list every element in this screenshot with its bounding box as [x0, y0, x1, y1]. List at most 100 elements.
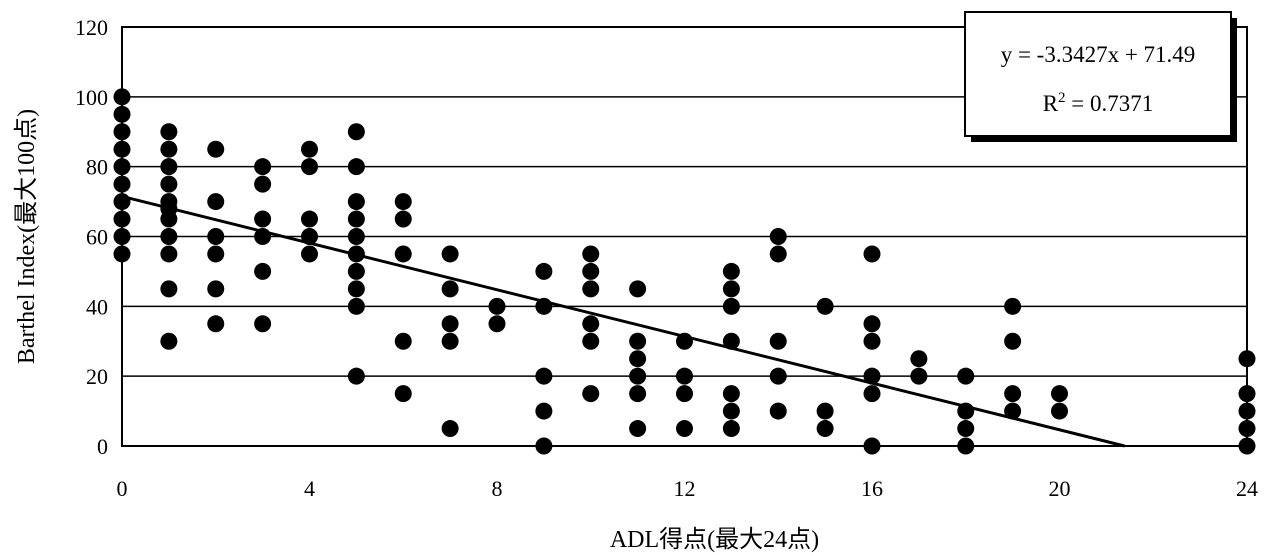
x-tick-label: 20	[1049, 476, 1071, 501]
data-point	[769, 245, 787, 263]
x-tick-labels: 0 4 8 12 16 20 24	[117, 476, 1259, 501]
data-point	[160, 210, 178, 228]
data-point	[207, 315, 225, 333]
data-point	[394, 193, 412, 211]
data-point	[254, 262, 272, 280]
data-point	[957, 367, 975, 385]
data-point	[1051, 385, 1068, 403]
r-squared-superscript: 2	[1058, 90, 1066, 106]
data-point	[254, 315, 272, 333]
data-point	[441, 332, 459, 350]
data-point	[957, 437, 975, 455]
data-point	[863, 367, 881, 385]
data-point	[535, 262, 553, 280]
x-tick-label: 0	[117, 476, 128, 501]
y-tick-label: 60	[86, 225, 108, 250]
data-point	[160, 123, 178, 141]
data-point	[113, 88, 131, 106]
data-point	[254, 175, 272, 193]
data-point	[863, 332, 881, 350]
data-point	[1004, 332, 1022, 350]
data-point	[910, 367, 928, 385]
data-point	[676, 420, 693, 438]
data-point	[769, 402, 787, 420]
data-point	[1051, 402, 1068, 420]
data-point	[347, 193, 365, 211]
data-point	[347, 158, 365, 176]
data-point	[629, 420, 647, 438]
data-point	[816, 402, 834, 420]
data-points	[113, 88, 1256, 455]
r-squared-label: R2 = 0.7371	[1043, 90, 1154, 116]
data-point	[254, 210, 272, 228]
y-tick-label: 120	[75, 15, 108, 40]
data-point	[441, 315, 459, 333]
data-point	[722, 385, 740, 403]
data-point	[394, 210, 412, 228]
data-point	[207, 228, 225, 245]
data-point	[301, 245, 318, 263]
data-point	[722, 332, 740, 350]
data-point	[816, 297, 834, 315]
data-point	[160, 280, 178, 298]
data-point	[629, 367, 647, 385]
y-tick-label: 40	[86, 294, 108, 319]
data-point	[535, 437, 553, 455]
data-point	[160, 332, 178, 350]
data-point	[441, 420, 459, 438]
data-point	[207, 140, 225, 158]
data-point	[113, 210, 131, 228]
y-tick-label: 20	[86, 364, 108, 389]
data-point	[676, 385, 693, 403]
data-point	[769, 332, 787, 350]
data-point	[113, 245, 131, 263]
data-point	[816, 420, 834, 438]
data-point	[582, 315, 600, 333]
data-point	[1238, 402, 1256, 420]
data-point	[582, 245, 600, 263]
data-point	[347, 367, 365, 385]
data-point	[113, 175, 131, 193]
y-axis-title: Barthel Index(最大100点)	[13, 109, 40, 364]
data-point	[1004, 402, 1022, 420]
data-point	[113, 228, 131, 245]
data-point	[769, 228, 787, 245]
data-point	[160, 245, 178, 263]
data-point	[113, 193, 131, 211]
data-point	[863, 385, 881, 403]
data-point	[160, 175, 178, 193]
data-point	[1238, 437, 1256, 455]
data-point	[582, 262, 600, 280]
data-point	[113, 123, 131, 141]
data-point	[582, 280, 600, 298]
y-tick-label: 0	[97, 434, 108, 459]
data-point	[863, 437, 881, 455]
data-point	[863, 315, 881, 333]
data-point	[722, 297, 740, 315]
data-point	[347, 280, 365, 298]
data-point	[1004, 385, 1022, 403]
y-tick-label: 80	[86, 155, 108, 180]
data-point	[629, 350, 647, 368]
regression-equation: y = -3.3427x + 71.49	[1001, 42, 1196, 67]
data-point	[722, 420, 740, 438]
data-point	[160, 228, 178, 245]
data-point	[207, 280, 225, 298]
data-point	[301, 158, 318, 176]
data-point	[629, 332, 647, 350]
data-point	[160, 140, 178, 158]
data-point	[629, 385, 647, 403]
data-point	[488, 297, 506, 315]
data-point	[535, 402, 553, 420]
data-point	[394, 385, 412, 403]
data-point	[1004, 297, 1022, 315]
data-point	[582, 332, 600, 350]
regression-annotation: y = -3.3427x + 71.49 R2 = 0.7371	[964, 11, 1237, 142]
data-point	[160, 158, 178, 176]
y-tick-labels: 0 20 40 60 80 100 120	[75, 15, 108, 459]
data-point	[347, 123, 365, 141]
data-point	[207, 193, 225, 211]
y-tick-label: 100	[75, 85, 108, 110]
